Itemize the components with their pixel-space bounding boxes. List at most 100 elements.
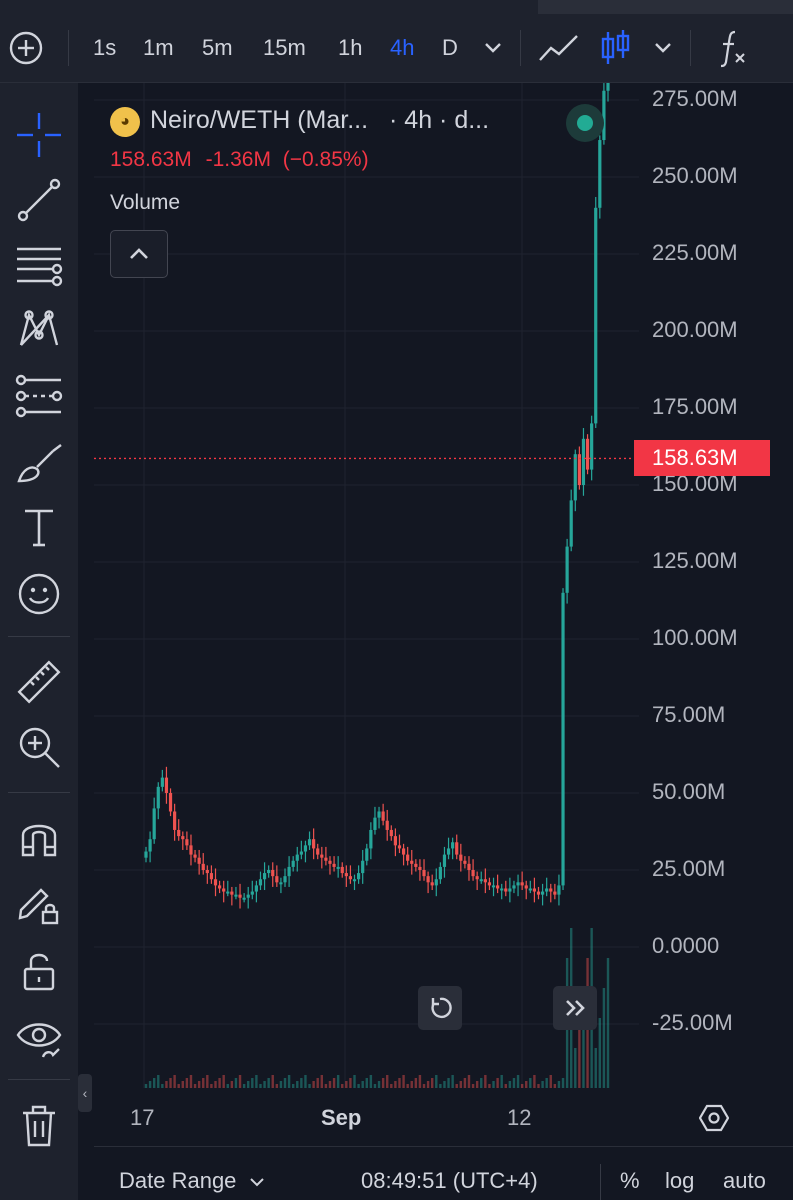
- volume-bar: [144, 1084, 148, 1088]
- collapse-toolbar-chevron-icon[interactable]: ‹: [78, 1074, 92, 1112]
- interval-1m[interactable]: 1m: [143, 35, 174, 60]
- symbol-meta: · 4h · d...: [389, 106, 490, 134]
- interval-1s[interactable]: 1s: [93, 35, 117, 60]
- volume-bar: [520, 1084, 524, 1088]
- candle: [185, 839, 189, 846]
- volume-bar: [529, 1078, 532, 1088]
- volume-bar: [418, 1075, 422, 1088]
- candle: [463, 860, 467, 864]
- candle: [271, 870, 275, 877]
- candle: [348, 876, 353, 880]
- volume-bar: [480, 1078, 483, 1088]
- chart-pane[interactable]: [94, 83, 793, 1145]
- interval-4h[interactable]: 4h: [390, 35, 415, 60]
- trend-line-icon[interactable]: [15, 176, 63, 224]
- volume-bar: [537, 1084, 540, 1088]
- volume-bar: [234, 1078, 238, 1088]
- candle: [217, 885, 222, 889]
- line-chart-type-icon[interactable]: [537, 32, 581, 64]
- candle: [430, 882, 434, 886]
- volume-bar: [369, 1075, 373, 1088]
- volume-bar: [349, 1078, 352, 1088]
- candle: [590, 423, 594, 470]
- candle: [508, 888, 512, 892]
- interval-15m[interactable]: 15m: [263, 35, 306, 60]
- interval-5m[interactable]: 5m: [202, 35, 233, 60]
- candle: [455, 842, 459, 855]
- volume-bar: [185, 1078, 189, 1088]
- volume-bar: [398, 1078, 401, 1088]
- emoji-icon[interactable]: [15, 570, 63, 618]
- volume-bar: [316, 1078, 319, 1088]
- unlock-icon[interactable]: [15, 947, 63, 995]
- volume-bar: [504, 1084, 507, 1088]
- date-range-button[interactable]: Date Range: [119, 1168, 265, 1194]
- zoom-in-icon[interactable]: [15, 723, 63, 771]
- interval-1h[interactable]: 1h: [338, 35, 363, 60]
- volume-bar: [238, 1075, 242, 1088]
- volume-bar: [426, 1081, 430, 1088]
- volume-bar: [173, 1075, 176, 1088]
- toolbar-divider: [8, 792, 70, 793]
- volume-bar: [606, 958, 610, 1088]
- candle: [193, 854, 197, 858]
- scroll-to-realtime-button[interactable]: [553, 986, 597, 1030]
- volume-bar: [430, 1078, 434, 1088]
- text-tool-icon[interactable]: [15, 503, 63, 551]
- candle: [532, 888, 537, 892]
- projection-tool-icon[interactable]: [15, 372, 63, 420]
- symbol-legend[interactable]: Neiro/WETH (Mar... · 4h · d...: [150, 106, 489, 135]
- price-change-percent: (−0.85%): [282, 148, 369, 171]
- candle: [173, 811, 177, 830]
- candle: [312, 839, 316, 849]
- auto-scale-toggle[interactable]: auto: [723, 1168, 766, 1193]
- fib-retracement-icon[interactable]: [15, 241, 63, 289]
- crosshair-icon[interactable]: [15, 111, 63, 159]
- magnet-icon[interactable]: [15, 813, 63, 861]
- chart-type-chevron-down-icon[interactable]: [652, 38, 674, 58]
- interval-chevron-down-icon[interactable]: [482, 38, 504, 58]
- indicators-fx-icon[interactable]: [718, 28, 748, 68]
- double-chevron-right-icon: [566, 1000, 585, 1016]
- trash-icon[interactable]: [15, 1101, 63, 1149]
- legend-collapse-button[interactable]: [110, 230, 168, 278]
- volume-bar: [177, 1084, 180, 1088]
- candle: [226, 891, 230, 894]
- clock-timezone[interactable]: 08:49:51 (UTC+4): [361, 1168, 538, 1193]
- volume-bar: [263, 1081, 266, 1088]
- volume-bar: [341, 1084, 344, 1088]
- hide-drawings-eye-icon[interactable]: [15, 1013, 63, 1061]
- ruler-icon[interactable]: [15, 658, 63, 706]
- candle: [164, 777, 169, 793]
- candles-chart-type-icon[interactable]: [599, 28, 631, 68]
- candle: [475, 876, 479, 880]
- candle: [569, 500, 573, 547]
- candle: [168, 793, 173, 812]
- volume-indicator-label[interactable]: Volume: [110, 191, 181, 214]
- volume-bar: [557, 1081, 561, 1088]
- reset-chart-button[interactable]: [418, 986, 462, 1030]
- volume-bar: [492, 1081, 495, 1088]
- settings-hexagon-icon[interactable]: [699, 1103, 729, 1133]
- brush-icon[interactable]: [15, 439, 63, 487]
- candle: [397, 845, 402, 849]
- toolbar-divider: [8, 636, 70, 637]
- candle: [209, 873, 214, 880]
- symbol-title[interactable]: Neiro/WETH (Mar...: [150, 106, 369, 134]
- price-axis-label: 250.00M: [652, 163, 738, 188]
- candle: [279, 882, 283, 885]
- market-status-icon[interactable]: [566, 104, 604, 142]
- volume-bar: [602, 988, 606, 1088]
- price-chart[interactable]: [94, 83, 793, 1145]
- volume-bar: [447, 1078, 450, 1088]
- log-scale-toggle[interactable]: log: [665, 1168, 695, 1193]
- candle: [238, 894, 242, 898]
- percent-scale-toggle[interactable]: %: [620, 1168, 640, 1193]
- volume-bar: [488, 1084, 491, 1088]
- lock-drawings-icon[interactable]: [15, 880, 63, 928]
- pattern-tool-icon[interactable]: [15, 305, 63, 353]
- add-symbol-icon[interactable]: [8, 30, 44, 66]
- candle: [438, 866, 442, 880]
- interval-D[interactable]: D: [442, 35, 458, 60]
- candle: [299, 851, 303, 855]
